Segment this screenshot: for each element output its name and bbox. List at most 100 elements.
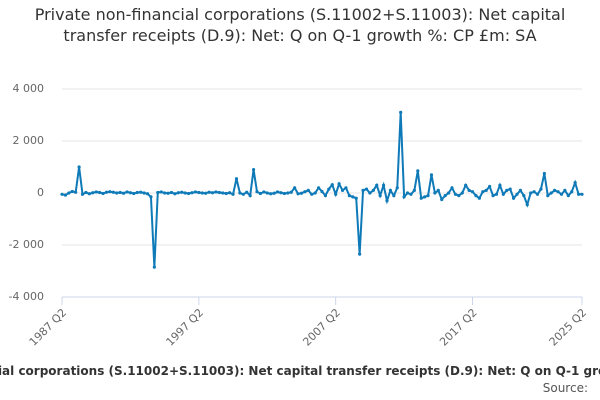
point <box>241 192 245 196</box>
point <box>91 191 95 195</box>
point <box>426 194 430 198</box>
point <box>176 191 180 195</box>
point <box>556 190 560 194</box>
point <box>169 190 174 195</box>
point <box>104 190 109 194</box>
point <box>566 194 570 198</box>
point <box>303 190 307 194</box>
point <box>186 191 191 196</box>
point <box>553 188 557 192</box>
point <box>221 191 225 195</box>
point <box>453 192 458 196</box>
point <box>207 190 211 194</box>
point <box>94 190 98 194</box>
x-tick-label: 2025 Q2 <box>547 306 590 349</box>
point <box>224 191 228 196</box>
point <box>563 188 567 192</box>
point <box>193 190 198 194</box>
point <box>392 194 396 198</box>
point <box>351 195 355 199</box>
point <box>395 186 399 190</box>
point <box>323 194 328 198</box>
point <box>125 190 129 194</box>
point <box>320 189 324 194</box>
point <box>405 191 410 195</box>
point <box>214 190 218 194</box>
point <box>559 192 564 196</box>
point <box>549 191 553 195</box>
point <box>200 191 204 195</box>
point <box>299 191 304 195</box>
point <box>340 188 345 192</box>
point <box>265 191 269 195</box>
point <box>546 194 550 198</box>
point <box>378 194 382 198</box>
point <box>327 187 331 191</box>
point <box>289 190 293 194</box>
point <box>204 191 208 195</box>
series-line <box>61 112 582 268</box>
point <box>310 192 314 196</box>
point <box>60 192 64 196</box>
point <box>166 191 170 195</box>
y-tick-label: 0 <box>37 186 44 199</box>
point <box>197 190 201 195</box>
point <box>251 168 256 172</box>
point <box>508 187 512 191</box>
y-tick-label: -2 000 <box>9 238 44 251</box>
point <box>474 194 478 198</box>
point <box>108 190 112 194</box>
point <box>183 191 187 195</box>
point <box>84 190 88 195</box>
point <box>470 190 475 194</box>
point <box>135 190 139 195</box>
point <box>228 191 232 195</box>
x-tick-label: 2017 Q2 <box>437 306 480 349</box>
point <box>190 191 194 195</box>
point <box>539 187 543 191</box>
point <box>511 196 516 200</box>
y-tick-label: -4 000 <box>9 290 44 303</box>
point <box>436 188 440 192</box>
point <box>484 188 488 192</box>
point <box>419 196 423 200</box>
point <box>429 173 434 177</box>
point <box>535 192 540 196</box>
point <box>529 191 533 195</box>
point <box>440 197 444 202</box>
point <box>525 203 529 207</box>
point <box>248 194 252 198</box>
point <box>488 184 492 189</box>
point <box>347 194 351 198</box>
point <box>402 195 406 199</box>
point <box>149 195 153 199</box>
point <box>464 183 468 187</box>
point <box>337 182 341 186</box>
point <box>282 191 286 196</box>
point <box>542 171 546 176</box>
point <box>217 190 221 195</box>
point <box>101 191 105 196</box>
point <box>128 191 133 195</box>
point <box>272 191 276 195</box>
point <box>67 191 71 195</box>
legend-entry: Private non-financial corporations (S.11… <box>0 364 600 378</box>
point <box>399 110 403 114</box>
point <box>132 191 136 196</box>
point <box>491 194 495 198</box>
point <box>234 177 239 181</box>
point <box>423 195 427 199</box>
x-tick-label: 1987 Q2 <box>27 306 70 349</box>
point <box>98 190 102 195</box>
point <box>515 192 519 196</box>
x-tick-label: 2007 Q2 <box>300 306 343 349</box>
point <box>142 191 146 195</box>
point <box>152 265 156 269</box>
point <box>412 188 416 192</box>
point <box>467 188 471 192</box>
point <box>518 188 523 192</box>
point <box>77 165 81 169</box>
point <box>443 194 447 198</box>
